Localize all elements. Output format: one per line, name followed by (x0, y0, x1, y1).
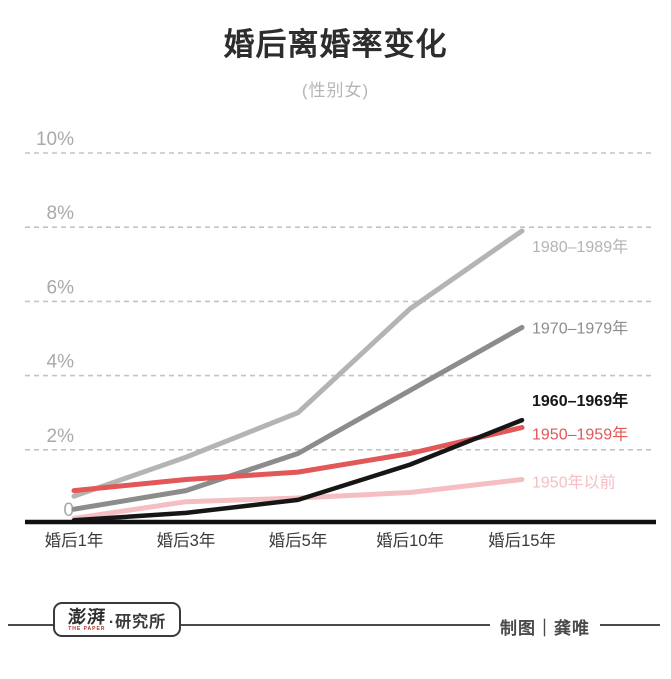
x-axis-label-婚后10年: 婚后10年 (376, 531, 444, 550)
series-line-1970–1979年 (71, 324, 525, 512)
footer-divider-line (8, 624, 660, 626)
series-line-1980–1989年 (71, 228, 525, 499)
legend-label-1970–1979年: 1970–1979年 (532, 319, 628, 337)
y-axis-label-0: 0 (63, 500, 74, 521)
legend-label-1980–1989年: 1980–1989年 (532, 238, 628, 256)
x-axis-label-婚后3年: 婚后3年 (157, 531, 216, 550)
series-line-1960–1969年 (71, 417, 525, 523)
y-axis-label-10%: 10% (36, 129, 74, 150)
legend-label-1950年以前: 1950年以前 (532, 473, 616, 491)
footer: 澎湃 THE PAPER ·研究所 制图｜龚唯 (0, 575, 671, 679)
x-axis-label-婚后15年: 婚后15年 (488, 531, 556, 550)
credit-text: 制图｜龚唯 (490, 614, 600, 639)
chart-subtitle: (性别女) (301, 81, 370, 101)
logo-en-text: THE PAPER (68, 625, 106, 632)
series-line-1950–1959年 (71, 425, 525, 494)
x-axis-label-婚后1年: 婚后1年 (45, 531, 104, 550)
y-axis-label-2%: 2% (47, 426, 75, 447)
chart-header: 婚后离婚率变化 (性别女) (0, 0, 671, 101)
x-axis-label-婚后5年: 婚后5年 (269, 531, 328, 550)
logo-cn-text: 澎湃 (67, 606, 107, 627)
thepaper-logo-mark: 澎湃 THE PAPER (67, 606, 107, 632)
legend-label-1950–1959年: 1950–1959年 (532, 426, 628, 444)
y-axis-label-4%: 4% (47, 352, 75, 373)
divorce-rate-line-chart: 10% 8% 6% 4% 2% 0 婚后1年 婚后3年 婚后5年 婚后10年 婚后15年 1980–1… (25, 129, 656, 550)
y-axis-label-8%: 8% (47, 203, 75, 224)
y-axis-label-6%: 6% (47, 277, 75, 298)
logo-suffix-text: ·研究所 (108, 613, 167, 631)
thepaper-logo: 澎湃 THE PAPER ·研究所 (53, 602, 181, 637)
chart-title: 婚后离婚率变化 (223, 27, 448, 62)
legend-label-1960–1969年: 1960–1969年 (532, 391, 628, 410)
